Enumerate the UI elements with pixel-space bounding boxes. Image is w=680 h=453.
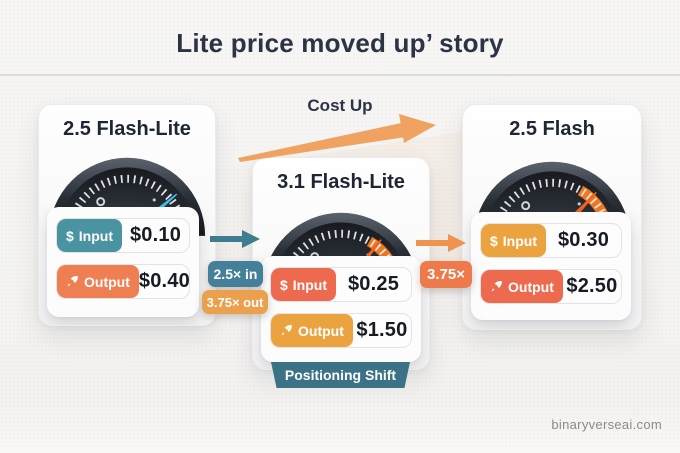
price-panel: $ Input $0.25 Output $1.50	[261, 256, 421, 362]
output-label: Output	[84, 273, 130, 290]
model-name: 3.1 Flash-Lite	[277, 171, 405, 193]
page-title: Lite price moved up’ story	[176, 28, 504, 58]
header-divider	[0, 74, 680, 76]
output-label: Output	[508, 278, 554, 295]
watermark: binaryverseai.com	[551, 417, 662, 432]
stage1-input-multiplier-badge: 2.5× in	[208, 261, 263, 287]
input-price-row: $ Input $0.25	[270, 267, 412, 302]
rocket-icon	[281, 324, 292, 336]
dollar-icon: $	[66, 227, 74, 244]
dollar-icon: $	[490, 232, 498, 249]
input-price-value: $0.30	[557, 229, 610, 251]
cost-up-label: Cost Up	[307, 96, 373, 115]
output-price-value: $0.40	[138, 270, 190, 292]
stage1-arrow-icon	[210, 230, 260, 248]
output-badge: Output	[57, 265, 139, 298]
output-price-value: $2.50	[566, 275, 618, 297]
model-card-25-flash: 2.5 Flash $ Input $0.30	[462, 104, 642, 330]
input-label: Input	[502, 232, 538, 249]
rocket-icon	[67, 275, 78, 287]
input-price-row: $ Input $0.30	[480, 223, 622, 258]
input-label: Input	[292, 276, 328, 293]
stage2-arrow-icon	[416, 234, 466, 252]
output-price-value: $1.50	[356, 319, 408, 341]
model-name: 2.5 Flash	[509, 118, 595, 140]
input-badge: $ Input	[57, 219, 123, 252]
rocket-icon	[491, 280, 502, 292]
output-badge: Output	[481, 270, 563, 303]
model-card-25-flash-lite: 2.5 Flash-Lite $ Input $0.10	[38, 104, 216, 326]
input-badge: $ Input	[271, 268, 337, 301]
input-price-value: $0.10	[129, 224, 182, 246]
output-price-row: Output $2.50	[480, 269, 622, 304]
output-price-row: Output $0.40	[56, 264, 190, 299]
model-card-31-flash-lite: 3.1 Flash-Lite $ Input $0.25	[252, 157, 430, 370]
price-panel: $ Input $0.30 Output $2.50	[471, 212, 631, 320]
output-price-row: Output $1.50	[270, 313, 412, 348]
stage1-output-multiplier-badge: 3.75× out	[202, 290, 268, 314]
model-name: 2.5 Flash-Lite	[63, 118, 191, 140]
output-badge: Output	[271, 314, 353, 347]
dollar-icon: $	[280, 276, 288, 293]
input-label: Input	[78, 227, 114, 244]
output-label: Output	[298, 322, 344, 339]
stage2-multiplier-badge: 3.75×	[420, 261, 472, 288]
positioning-shift-ribbon: Positioning Shift	[271, 362, 410, 388]
input-badge: $ Input	[481, 224, 547, 257]
cost-up-arrow-icon	[238, 114, 436, 162]
input-price-value: $0.25	[347, 273, 400, 295]
input-price-row: $ Input $0.10	[56, 218, 190, 253]
price-panel: $ Input $0.10 Output $0.40	[47, 207, 199, 317]
